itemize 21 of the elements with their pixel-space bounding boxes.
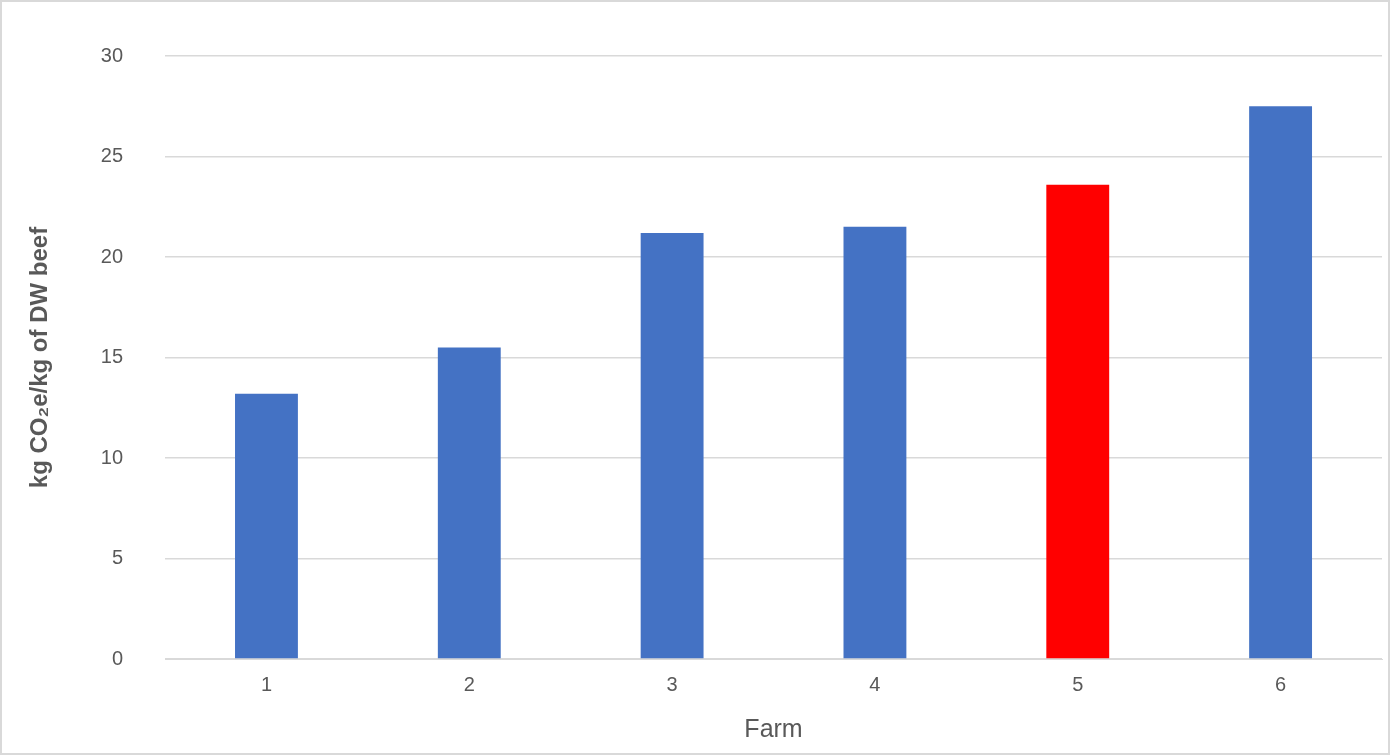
y-tick-label: 30	[100, 43, 124, 66]
x-tick-label: 3	[666, 672, 678, 695]
x-tick-label: 5	[1072, 672, 1084, 695]
y-tick-label: 5	[111, 546, 124, 569]
bar	[235, 393, 298, 659]
y-tick-label: 10	[100, 445, 124, 468]
bar	[1046, 184, 1110, 659]
x-tick-label: 4	[869, 672, 881, 695]
y-tick-label: 0	[111, 646, 124, 669]
y-tick-label: 20	[100, 244, 124, 267]
y-axis-title: kg CO₂e/kg of DW beef	[25, 225, 53, 489]
bar	[437, 347, 501, 659]
y-tick-label: 15	[100, 345, 124, 368]
x-tick-label: 2	[463, 672, 475, 695]
x-tick-label: 1	[260, 672, 273, 695]
bar	[843, 226, 907, 659]
bar	[640, 232, 704, 659]
x-tick-label: 6	[1275, 672, 1287, 695]
bar	[1249, 106, 1313, 659]
x-axis-title: Farm	[744, 713, 803, 742]
y-tick-label: 25	[100, 144, 124, 167]
